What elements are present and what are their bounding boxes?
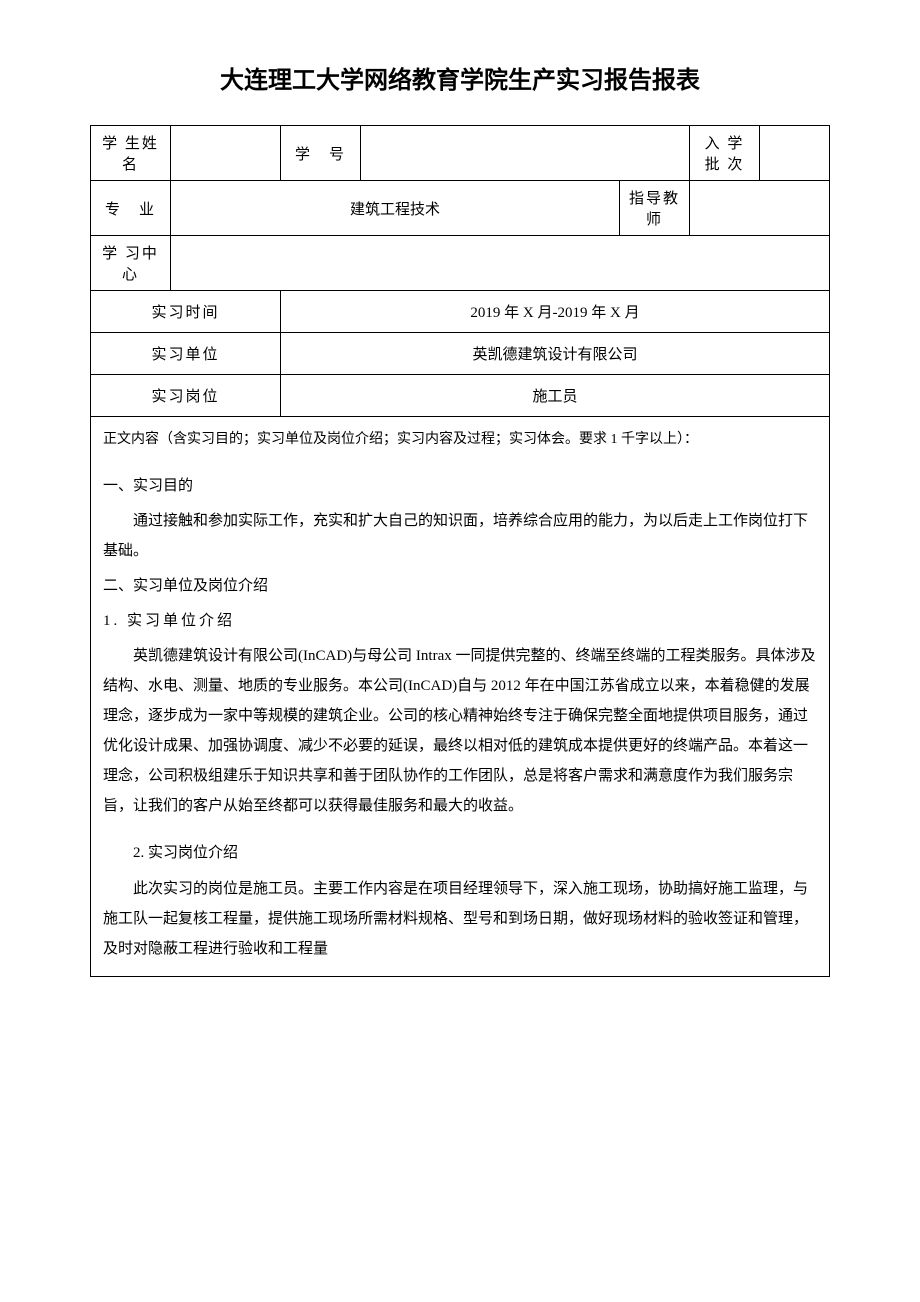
page-title: 大连理工大学网络教育学院生产实习报告报表 xyxy=(90,60,830,95)
section-2-heading: 二、实习单位及岗位介绍 xyxy=(103,572,817,601)
value-time: 2019 年 X 月-2019 年 X 月 xyxy=(281,291,830,333)
value-batch xyxy=(760,126,830,181)
label-position: 实习岗位 xyxy=(91,375,281,417)
section-2-sub2: 2. 实习岗位介绍 xyxy=(103,839,817,868)
report-form-table: 学 生姓 名 学 号 入 学批 次 专 业 建筑工程技术 指导教师 学 习中 心… xyxy=(90,125,830,977)
content-note: 正文内容（含实习目的；实习单位及岗位介绍；实习内容及过程；实习体会。要求 1 千… xyxy=(103,427,817,454)
value-advisor xyxy=(690,181,830,236)
label-major: 专 业 xyxy=(91,181,171,236)
label-student-name: 学 生姓 名 xyxy=(91,126,171,181)
value-student-id xyxy=(361,126,690,181)
section-2-body2: 此次实习的岗位是施工员。主要工作内容是在项目经理领导下，深入施工现场，协助搞好施… xyxy=(103,874,817,964)
value-company: 英凯德建筑设计有限公司 xyxy=(281,333,830,375)
label-company: 实习单位 xyxy=(91,333,281,375)
section-2-sub1: 1. 实习单位介绍 xyxy=(103,607,817,636)
content-body-cell: 正文内容（含实习目的；实习单位及岗位介绍；实习内容及过程；实习体会。要求 1 千… xyxy=(91,417,830,977)
label-center: 学 习中 心 xyxy=(91,236,171,291)
label-batch: 入 学批 次 xyxy=(690,126,760,181)
section-1-body: 通过接触和参加实际工作，充实和扩大自己的知识面，培养综合应用的能力，为以后走上工… xyxy=(103,506,817,566)
value-position: 施工员 xyxy=(281,375,830,417)
value-center xyxy=(171,236,830,291)
value-major: 建筑工程技术 xyxy=(171,181,620,236)
label-time: 实习时间 xyxy=(91,291,281,333)
value-student-name xyxy=(171,126,281,181)
section-2-body1: 英凯德建筑设计有限公司(InCAD)与母公司 Intrax 一同提供完整的、终端… xyxy=(103,641,817,821)
section-1-heading: 一、实习目的 xyxy=(103,472,817,501)
label-advisor: 指导教师 xyxy=(620,181,690,236)
label-student-id: 学 号 xyxy=(281,126,361,181)
